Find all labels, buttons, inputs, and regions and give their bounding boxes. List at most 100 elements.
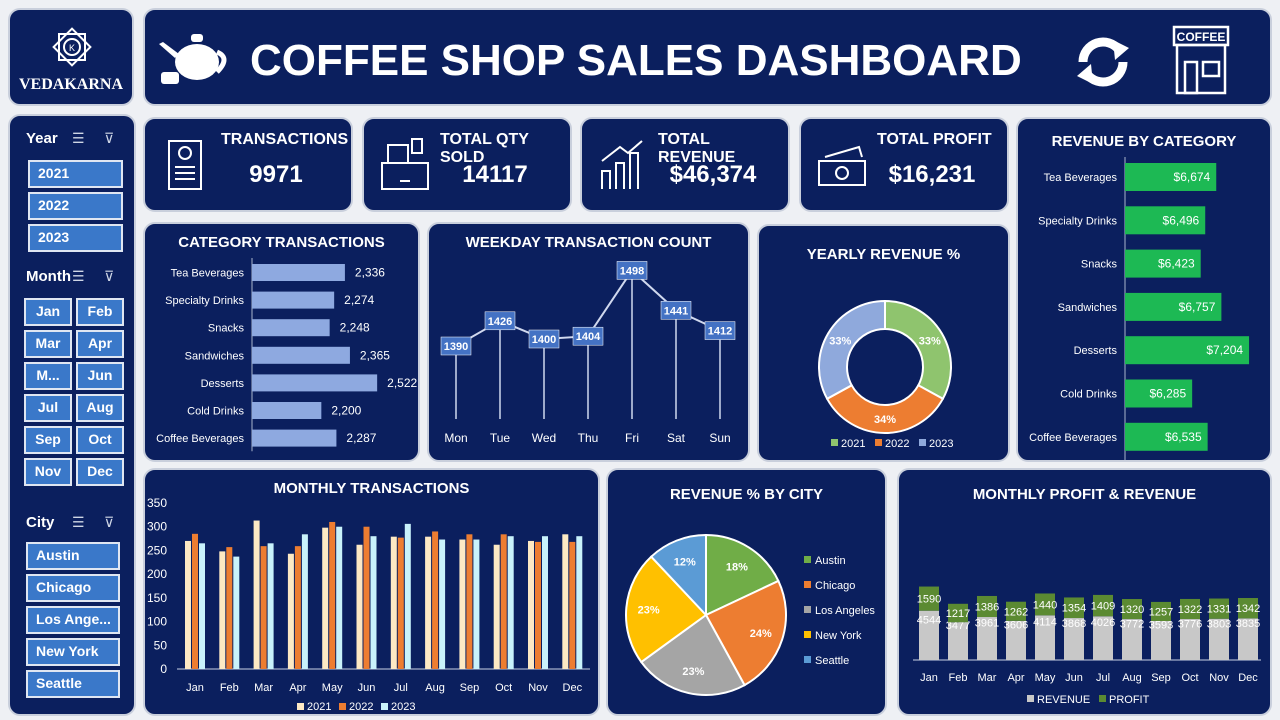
money-icon xyxy=(818,145,866,186)
slicer-month-item[interactable]: Nov xyxy=(24,458,72,486)
slicer-year-2021[interactable]: 2021 xyxy=(28,160,123,188)
x-tick-label: Dec xyxy=(563,682,583,694)
slicer-month-item[interactable]: Dec xyxy=(76,458,124,486)
kpi-card-1: TOTAL QTY SOLD 14117 xyxy=(362,117,572,212)
bar xyxy=(252,346,350,364)
data-label: 1409 xyxy=(1091,601,1115,613)
bar-2022 xyxy=(535,541,541,669)
data-label: 3593 xyxy=(1149,620,1173,632)
x-tick-label: Oct xyxy=(1181,672,1198,684)
data-label: 1441 xyxy=(664,305,688,317)
data-label: 1386 xyxy=(975,601,999,613)
slice-2022 xyxy=(825,383,945,434)
slicer-month-label: Month xyxy=(26,268,71,285)
slicer-month-item[interactable]: Mar xyxy=(24,330,72,358)
slice-label: 18% xyxy=(726,561,748,573)
cash-register-icon xyxy=(381,138,429,190)
data-label: $7,204 xyxy=(1206,343,1243,357)
data-label: 2,274 xyxy=(344,293,374,307)
slicer-year-2022[interactable]: 2022 xyxy=(28,192,123,220)
bar-2021 xyxy=(459,539,466,669)
x-tick-label: Dec xyxy=(1238,672,1258,684)
legend-swatch xyxy=(381,703,388,710)
x-tick-label: May xyxy=(322,682,343,694)
chart-title: CATEGORY TRANSACTIONS xyxy=(178,234,385,251)
refresh-icon[interactable] xyxy=(1073,32,1133,92)
multi-select-icon[interactable]: ☰ xyxy=(72,130,85,146)
slicer-month-item[interactable]: Apr xyxy=(76,330,124,358)
category-label: Specialty Drinks xyxy=(1038,215,1117,227)
legend-label: New York xyxy=(815,630,862,642)
bar xyxy=(1125,249,1201,278)
bar-2021 xyxy=(425,536,432,669)
slice-label: 23% xyxy=(638,605,660,617)
x-tick-label: Apr xyxy=(1007,672,1024,684)
multi-select-icon[interactable]: ☰ xyxy=(72,514,85,530)
clear-filter-icon[interactable]: ⊽ xyxy=(104,268,115,284)
slicer-month-item[interactable]: Oct xyxy=(76,426,124,454)
y-tick-label: 100 xyxy=(147,615,167,629)
slicer-month-item[interactable]: Sep xyxy=(24,426,72,454)
clear-filter-icon[interactable]: ⊽ xyxy=(104,130,115,146)
x-tick-label: Nov xyxy=(528,682,548,694)
slicer-city-item[interactable]: Austin xyxy=(26,542,120,570)
data-label-box xyxy=(660,301,692,320)
data-label: 1404 xyxy=(576,331,601,343)
slicer-year-2023[interactable]: 2023 xyxy=(28,224,123,252)
x-tick-label: Jan xyxy=(920,672,938,684)
data-label: 2,522 xyxy=(387,376,417,390)
data-label: 1440 xyxy=(1033,599,1057,611)
x-tick-label: Sep xyxy=(1151,672,1171,684)
bar xyxy=(1125,422,1208,451)
bar xyxy=(252,402,322,419)
slicer-month-item[interactable]: Feb xyxy=(76,298,124,326)
legend-label: 2021 xyxy=(307,701,331,713)
y-tick-label: 50 xyxy=(154,638,168,652)
slicer-city-item[interactable]: Seattle xyxy=(26,670,120,698)
category-label: Tea Beverages xyxy=(1044,172,1118,184)
x-tick-label: Feb xyxy=(949,672,968,684)
slicer-month-item[interactable]: Aug xyxy=(76,394,124,422)
x-tick-label: Thu xyxy=(578,431,599,445)
bar-2021 xyxy=(562,534,569,669)
data-label: 1331 xyxy=(1207,604,1231,616)
y-tick-label: 250 xyxy=(147,543,167,557)
category-label: Sandwiches xyxy=(185,350,245,362)
data-label: 1257 xyxy=(1149,606,1173,618)
bar-2023 xyxy=(507,536,514,669)
slicer-city-item[interactable]: New York xyxy=(26,638,120,666)
clear-filter-icon[interactable]: ⊽ xyxy=(104,514,115,530)
bar-2022 xyxy=(569,541,576,669)
category-label: Specialty Drinks xyxy=(165,295,244,307)
bar-revenue xyxy=(1122,619,1142,660)
x-tick-label: Apr xyxy=(289,682,306,694)
teapot-icon xyxy=(159,34,227,84)
bar xyxy=(252,291,335,309)
kpi-value: $16,231 xyxy=(888,161,976,188)
chart-title: WEEKDAY TRANSACTION COUNT xyxy=(465,234,712,251)
slicer-month-item[interactable]: Jan xyxy=(24,298,72,326)
bar-chart-icon xyxy=(601,140,643,189)
legend-swatch xyxy=(875,439,882,446)
bar-revenue xyxy=(919,610,939,660)
multi-select-icon[interactable]: ☰ xyxy=(72,268,85,284)
coffee-sign-text: COFFEE xyxy=(1177,30,1226,44)
slicer-month-item[interactable]: Jun xyxy=(76,362,124,390)
svg-text:K: K xyxy=(69,43,75,53)
category-label: Snacks xyxy=(208,323,245,335)
data-label: 3835 xyxy=(1236,618,1260,630)
slice-label: 12% xyxy=(674,556,696,568)
bar-profit xyxy=(1151,601,1171,622)
slicer-month-item[interactable]: M... xyxy=(24,362,72,390)
x-tick-label: May xyxy=(1035,672,1056,684)
x-tick-label: Tue xyxy=(490,431,511,445)
slicer-city-item[interactable]: Chicago xyxy=(26,574,120,602)
slicer-city-item[interactable]: Los Ange... xyxy=(26,606,120,634)
category-label: Tea Beverages xyxy=(171,268,245,280)
revenue-by-city-panel: REVENUE % BY CITY 18% 24% 23% 23% 12% Austin Ch… xyxy=(606,468,887,716)
kpi-value: 9971 xyxy=(249,161,303,188)
slicer-month-item[interactable]: Jul xyxy=(24,394,72,422)
slice-los-angeles xyxy=(639,613,746,696)
bar-2021 xyxy=(356,544,363,669)
bar xyxy=(252,374,378,392)
